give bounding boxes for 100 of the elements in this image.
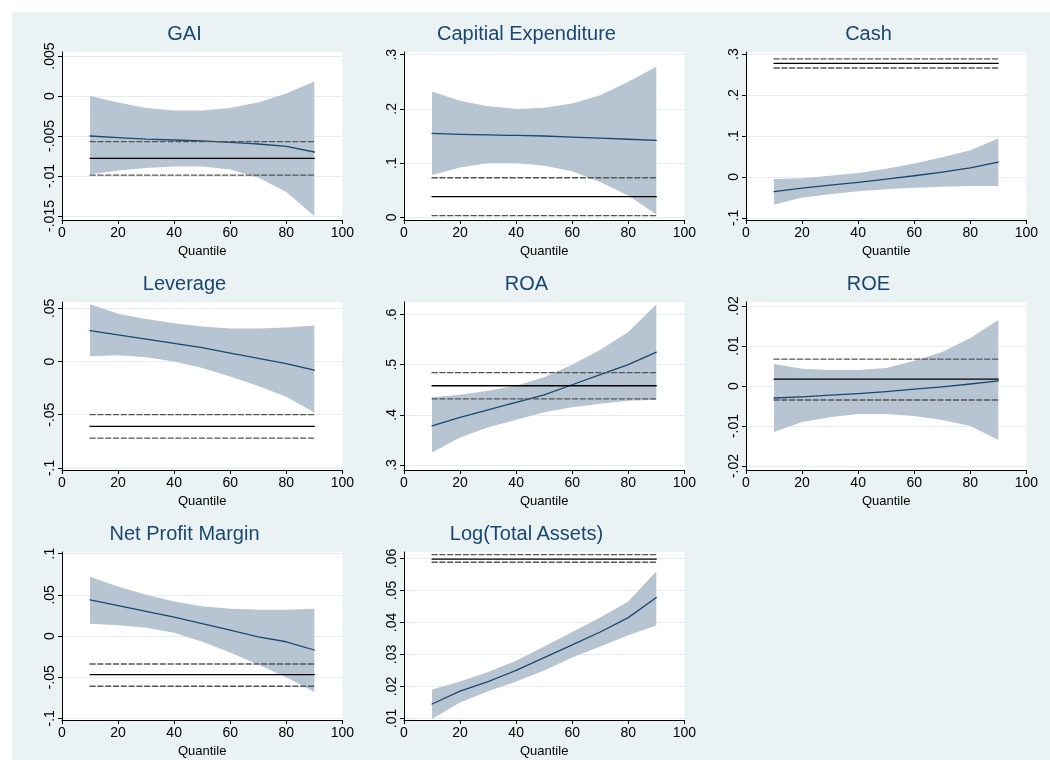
y-tick-label: -.02 bbox=[725, 453, 741, 479]
x-axis-title: Quantile bbox=[861, 242, 911, 258]
x-tick-label: 40 bbox=[850, 224, 867, 240]
line-series bbox=[773, 161, 999, 193]
x-axis-title: Quantile bbox=[519, 242, 569, 258]
y-tick-label: -.05 bbox=[41, 402, 57, 427]
x-tick-label: 100 bbox=[330, 474, 355, 490]
y-tick-label: 0 bbox=[41, 91, 57, 100]
y-tick-label: .01 bbox=[725, 336, 741, 356]
x-tick-label: 60 bbox=[564, 474, 581, 490]
y-tick-label: .1 bbox=[383, 157, 399, 169]
x-tick-label: 40 bbox=[850, 474, 867, 490]
line-series bbox=[431, 351, 657, 427]
x-tick-label: 60 bbox=[906, 224, 923, 240]
x-tick-label: 60 bbox=[222, 224, 239, 240]
y-tick-label: .02 bbox=[383, 676, 399, 697]
x-tick-label: 20 bbox=[110, 224, 127, 240]
y-tick-label: .2 bbox=[383, 102, 399, 115]
x-tick-label: 80 bbox=[620, 724, 637, 740]
y-tick-label: .5 bbox=[383, 358, 399, 371]
y-tick-label: .005 bbox=[41, 42, 57, 70]
y-tick-label: .05 bbox=[41, 298, 57, 319]
x-axis-title: Quantile bbox=[519, 742, 569, 758]
x-tick-label: 60 bbox=[222, 474, 239, 490]
x-tick-label: 60 bbox=[564, 724, 581, 740]
x-tick-label: 100 bbox=[1014, 474, 1039, 490]
y-tick-label: .3 bbox=[383, 458, 399, 471]
x-tick-label: 20 bbox=[110, 474, 127, 490]
chart-title: Capitial Expenditure bbox=[437, 22, 616, 44]
x-axis-title: Quantile bbox=[861, 492, 911, 508]
y-tick-label: -.1 bbox=[725, 209, 741, 227]
x-tick-label: 60 bbox=[222, 724, 239, 740]
x-axis-title: Quantile bbox=[177, 242, 227, 258]
y-tick-label: .02 bbox=[725, 296, 741, 316]
y-tick-label: .04 bbox=[383, 612, 399, 633]
x-tick-label: 20 bbox=[110, 724, 127, 740]
line-series bbox=[89, 330, 315, 371]
x-tick-label: 80 bbox=[962, 224, 979, 240]
y-tick-label: .06 bbox=[383, 548, 399, 569]
y-tick-label: -.015 bbox=[41, 199, 57, 232]
x-tick-label: 80 bbox=[278, 474, 295, 490]
y-tick-label: .1 bbox=[41, 547, 57, 560]
x-tick-label: 100 bbox=[672, 474, 697, 490]
y-tick-label: .3 bbox=[383, 48, 399, 61]
y-tick-label: -.005 bbox=[41, 119, 57, 152]
chart-title: ROE bbox=[846, 272, 891, 294]
line-series bbox=[89, 135, 315, 153]
y-tick-label: .03 bbox=[383, 644, 399, 665]
y-tick-label: 0 bbox=[41, 631, 57, 640]
x-tick-label: 80 bbox=[620, 474, 637, 490]
x-tick-label: 0 bbox=[400, 474, 409, 490]
x-tick-label: 40 bbox=[166, 724, 183, 740]
x-tick-label: 0 bbox=[742, 474, 751, 490]
y-tick-label: .3 bbox=[725, 48, 741, 60]
x-axis-title: Quantile bbox=[177, 742, 227, 758]
x-tick-label: 100 bbox=[672, 724, 697, 740]
x-tick-label: 0 bbox=[742, 224, 751, 240]
x-tick-label: 0 bbox=[400, 724, 409, 740]
y-tick-label: .6 bbox=[383, 308, 399, 321]
y-tick-label: .05 bbox=[383, 580, 399, 601]
x-tick-label: 0 bbox=[58, 474, 67, 490]
line-series bbox=[773, 380, 999, 399]
y-tick-label: -.1 bbox=[41, 709, 57, 727]
chart-title: GAI bbox=[167, 22, 202, 44]
x-axis-title: Quantile bbox=[177, 492, 227, 508]
x-tick-label: 80 bbox=[278, 724, 295, 740]
chart-title: Cash bbox=[845, 22, 892, 44]
x-tick-label: 100 bbox=[672, 224, 697, 240]
x-tick-label: 60 bbox=[564, 224, 581, 240]
y-tick-label: .1 bbox=[725, 129, 741, 142]
x-tick-label: 40 bbox=[508, 724, 525, 740]
y-tick-label: .05 bbox=[41, 584, 57, 605]
x-tick-label: 0 bbox=[400, 224, 409, 240]
chart-title: ROA bbox=[504, 272, 549, 294]
y-tick-label: -.01 bbox=[725, 413, 741, 439]
x-tick-label: 60 bbox=[906, 474, 923, 490]
chart-title: Leverage bbox=[142, 272, 227, 294]
y-tick-label: -.05 bbox=[41, 664, 57, 690]
y-tick-label: -.01 bbox=[41, 163, 57, 189]
x-tick-label: 20 bbox=[452, 224, 469, 240]
y-tick-label: 0 bbox=[383, 213, 399, 222]
x-tick-label: 20 bbox=[452, 474, 469, 490]
y-tick-label: .2 bbox=[725, 88, 741, 101]
x-tick-label: 80 bbox=[278, 224, 295, 240]
line-series bbox=[431, 132, 657, 141]
x-tick-label: 100 bbox=[330, 224, 355, 240]
x-tick-label: 40 bbox=[166, 474, 183, 490]
y-tick-label: 0 bbox=[41, 357, 57, 366]
x-tick-label: 0 bbox=[58, 224, 67, 240]
x-tick-label: 100 bbox=[330, 724, 355, 740]
y-tick-label: 0 bbox=[725, 172, 741, 181]
y-tick-label: .4 bbox=[383, 408, 399, 421]
x-tick-label: 20 bbox=[452, 724, 469, 740]
x-tick-label: 100 bbox=[1014, 224, 1039, 240]
x-tick-label: 40 bbox=[166, 224, 183, 240]
x-tick-label: 0 bbox=[58, 724, 67, 740]
chart-title: Net Profit Margin bbox=[109, 522, 260, 544]
y-tick-label: -.1 bbox=[41, 459, 57, 477]
y-tick-label: 0 bbox=[725, 381, 741, 390]
x-tick-label: 80 bbox=[620, 224, 637, 240]
